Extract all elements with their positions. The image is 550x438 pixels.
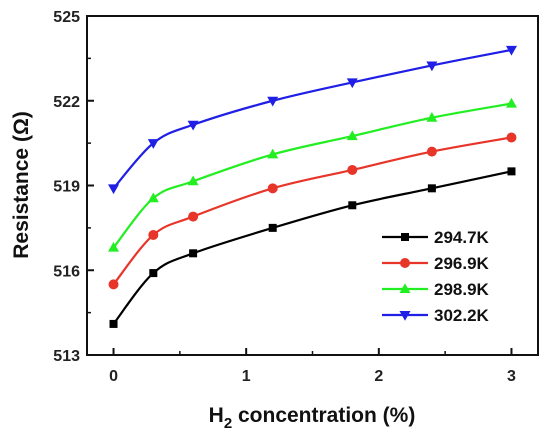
series-line — [112, 48, 512, 190]
data-point — [109, 319, 118, 328]
y-tick-label: 525 — [53, 9, 80, 26]
legend-label: 294.7K — [434, 228, 490, 247]
plot-frame — [86, 15, 539, 356]
series-298.9K — [108, 97, 517, 252]
legend: 294.7K 296.9K 298.9K 302.2K — [382, 228, 490, 325]
x-axis-title-rest: concentration (%) — [232, 404, 415, 427]
x-axis-title-main: H — [209, 404, 224, 427]
series-294.7K — [109, 167, 516, 328]
legend-marker — [399, 283, 411, 293]
data-point — [149, 269, 158, 278]
data-point — [147, 139, 159, 149]
data-point — [187, 120, 199, 131]
data-point — [147, 192, 159, 203]
y-tick-label: 522 — [53, 94, 80, 111]
data-point — [507, 167, 516, 176]
y-tick-label: 519 — [53, 179, 80, 196]
data-point — [108, 279, 119, 290]
x-tick-label: 3 — [507, 368, 516, 385]
y-axis-title: Resistance (Ω) — [10, 111, 33, 259]
y-tick-label: 513 — [53, 348, 80, 365]
legend-label: 302.2K — [434, 306, 490, 325]
data-point — [426, 111, 438, 122]
data-point — [505, 97, 517, 108]
data-point — [427, 184, 436, 193]
data-point — [348, 201, 357, 210]
series-line — [112, 170, 512, 325]
data-point — [426, 61, 438, 72]
data-point — [188, 211, 199, 222]
data-point — [346, 130, 358, 141]
legend-item: 296.9K — [382, 254, 490, 273]
legend-label: 296.9K — [434, 254, 490, 273]
data-point — [267, 183, 278, 194]
y-tick-label: 516 — [53, 263, 80, 280]
data-point — [268, 223, 277, 232]
series-302.2K — [108, 45, 517, 195]
series-layer — [108, 45, 517, 328]
series-296.9K — [108, 132, 517, 290]
data-point — [267, 148, 279, 159]
data-point — [347, 164, 358, 175]
legend-marker — [399, 311, 411, 321]
data-point — [108, 184, 120, 195]
data-point — [506, 132, 517, 143]
x-tick-label: 0 — [109, 368, 118, 385]
data-point — [189, 249, 198, 258]
x-tick-label: 1 — [242, 368, 251, 385]
x-axis-title-subscript: 2 — [224, 415, 232, 432]
legend-marker — [401, 233, 409, 241]
legend-item: 294.7K — [382, 228, 490, 247]
data-point — [426, 146, 437, 157]
data-point — [267, 96, 279, 107]
legend-label: 298.9K — [434, 280, 490, 299]
legend-item: 298.9K — [382, 280, 490, 299]
data-point — [148, 229, 159, 240]
x-tick-label: 2 — [374, 368, 383, 385]
x-axis-title: H2 concentration (%) — [209, 404, 416, 432]
data-point — [108, 241, 120, 252]
legend-marker — [400, 258, 410, 268]
data-point — [346, 78, 358, 89]
data-point — [505, 45, 517, 56]
data-point — [187, 175, 199, 186]
series-line — [112, 102, 512, 249]
legend-item: 302.2K — [382, 306, 490, 325]
ticks-layer: 0 1 2 3 513 516 519 522 525 — [53, 9, 516, 385]
